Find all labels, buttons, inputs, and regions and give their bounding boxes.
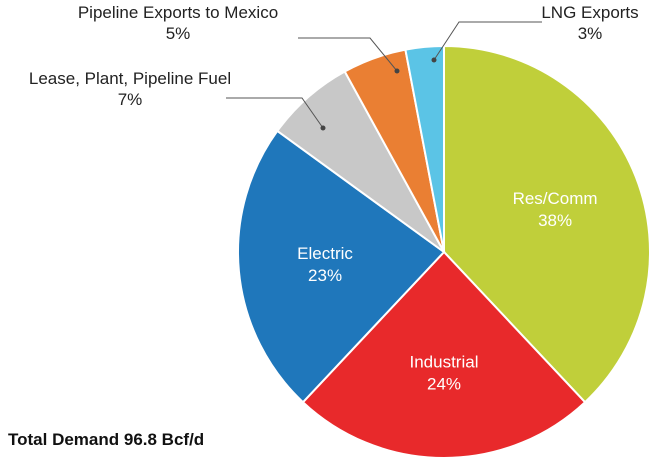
total-demand-note: Total Demand 96.8 Bcf/d (8, 430, 205, 449)
slice-label-electric: Electric (297, 244, 353, 263)
slice-value-res-comm: 38% (538, 211, 572, 230)
slice-value-lease-plant-pipeline-fuel: 7% (118, 90, 143, 109)
leader-line-lng-exports (433, 21, 542, 61)
slice-value-industrial: 24% (427, 374, 461, 393)
pie-slice-electric (237, 129, 446, 404)
slice-value-pipeline-exports-to-mexico: 5% (166, 24, 191, 43)
leader-dot-pipeline-exports-to-mexico (394, 68, 400, 74)
slice-value-electric: 23% (308, 266, 342, 285)
pie-slice-res-comm (443, 44, 651, 404)
leader-dot-lease-plant-pipeline-fuel (320, 125, 326, 131)
slice-label-industrial: Industrial (410, 352, 479, 371)
pie-slice-industrial (301, 250, 587, 460)
pie-slice-lng-exports (404, 44, 445, 253)
slice-label-res-comm: Res/Comm (513, 189, 598, 208)
leader-dot-lng-exports (431, 57, 437, 63)
leader-line-lease-plant-pipeline-fuel (226, 97, 324, 129)
leader-line-pipeline-exports-to-mexico (298, 37, 398, 72)
slice-value-lng-exports: 3% (578, 24, 603, 43)
slice-label-pipeline-exports-to-mexico: Pipeline Exports to Mexico (78, 3, 278, 22)
slice-label-lease-plant-pipeline-fuel: Lease, Plant, Pipeline Fuel (29, 69, 231, 88)
slice-label-lng-exports: LNG Exports (541, 3, 638, 22)
